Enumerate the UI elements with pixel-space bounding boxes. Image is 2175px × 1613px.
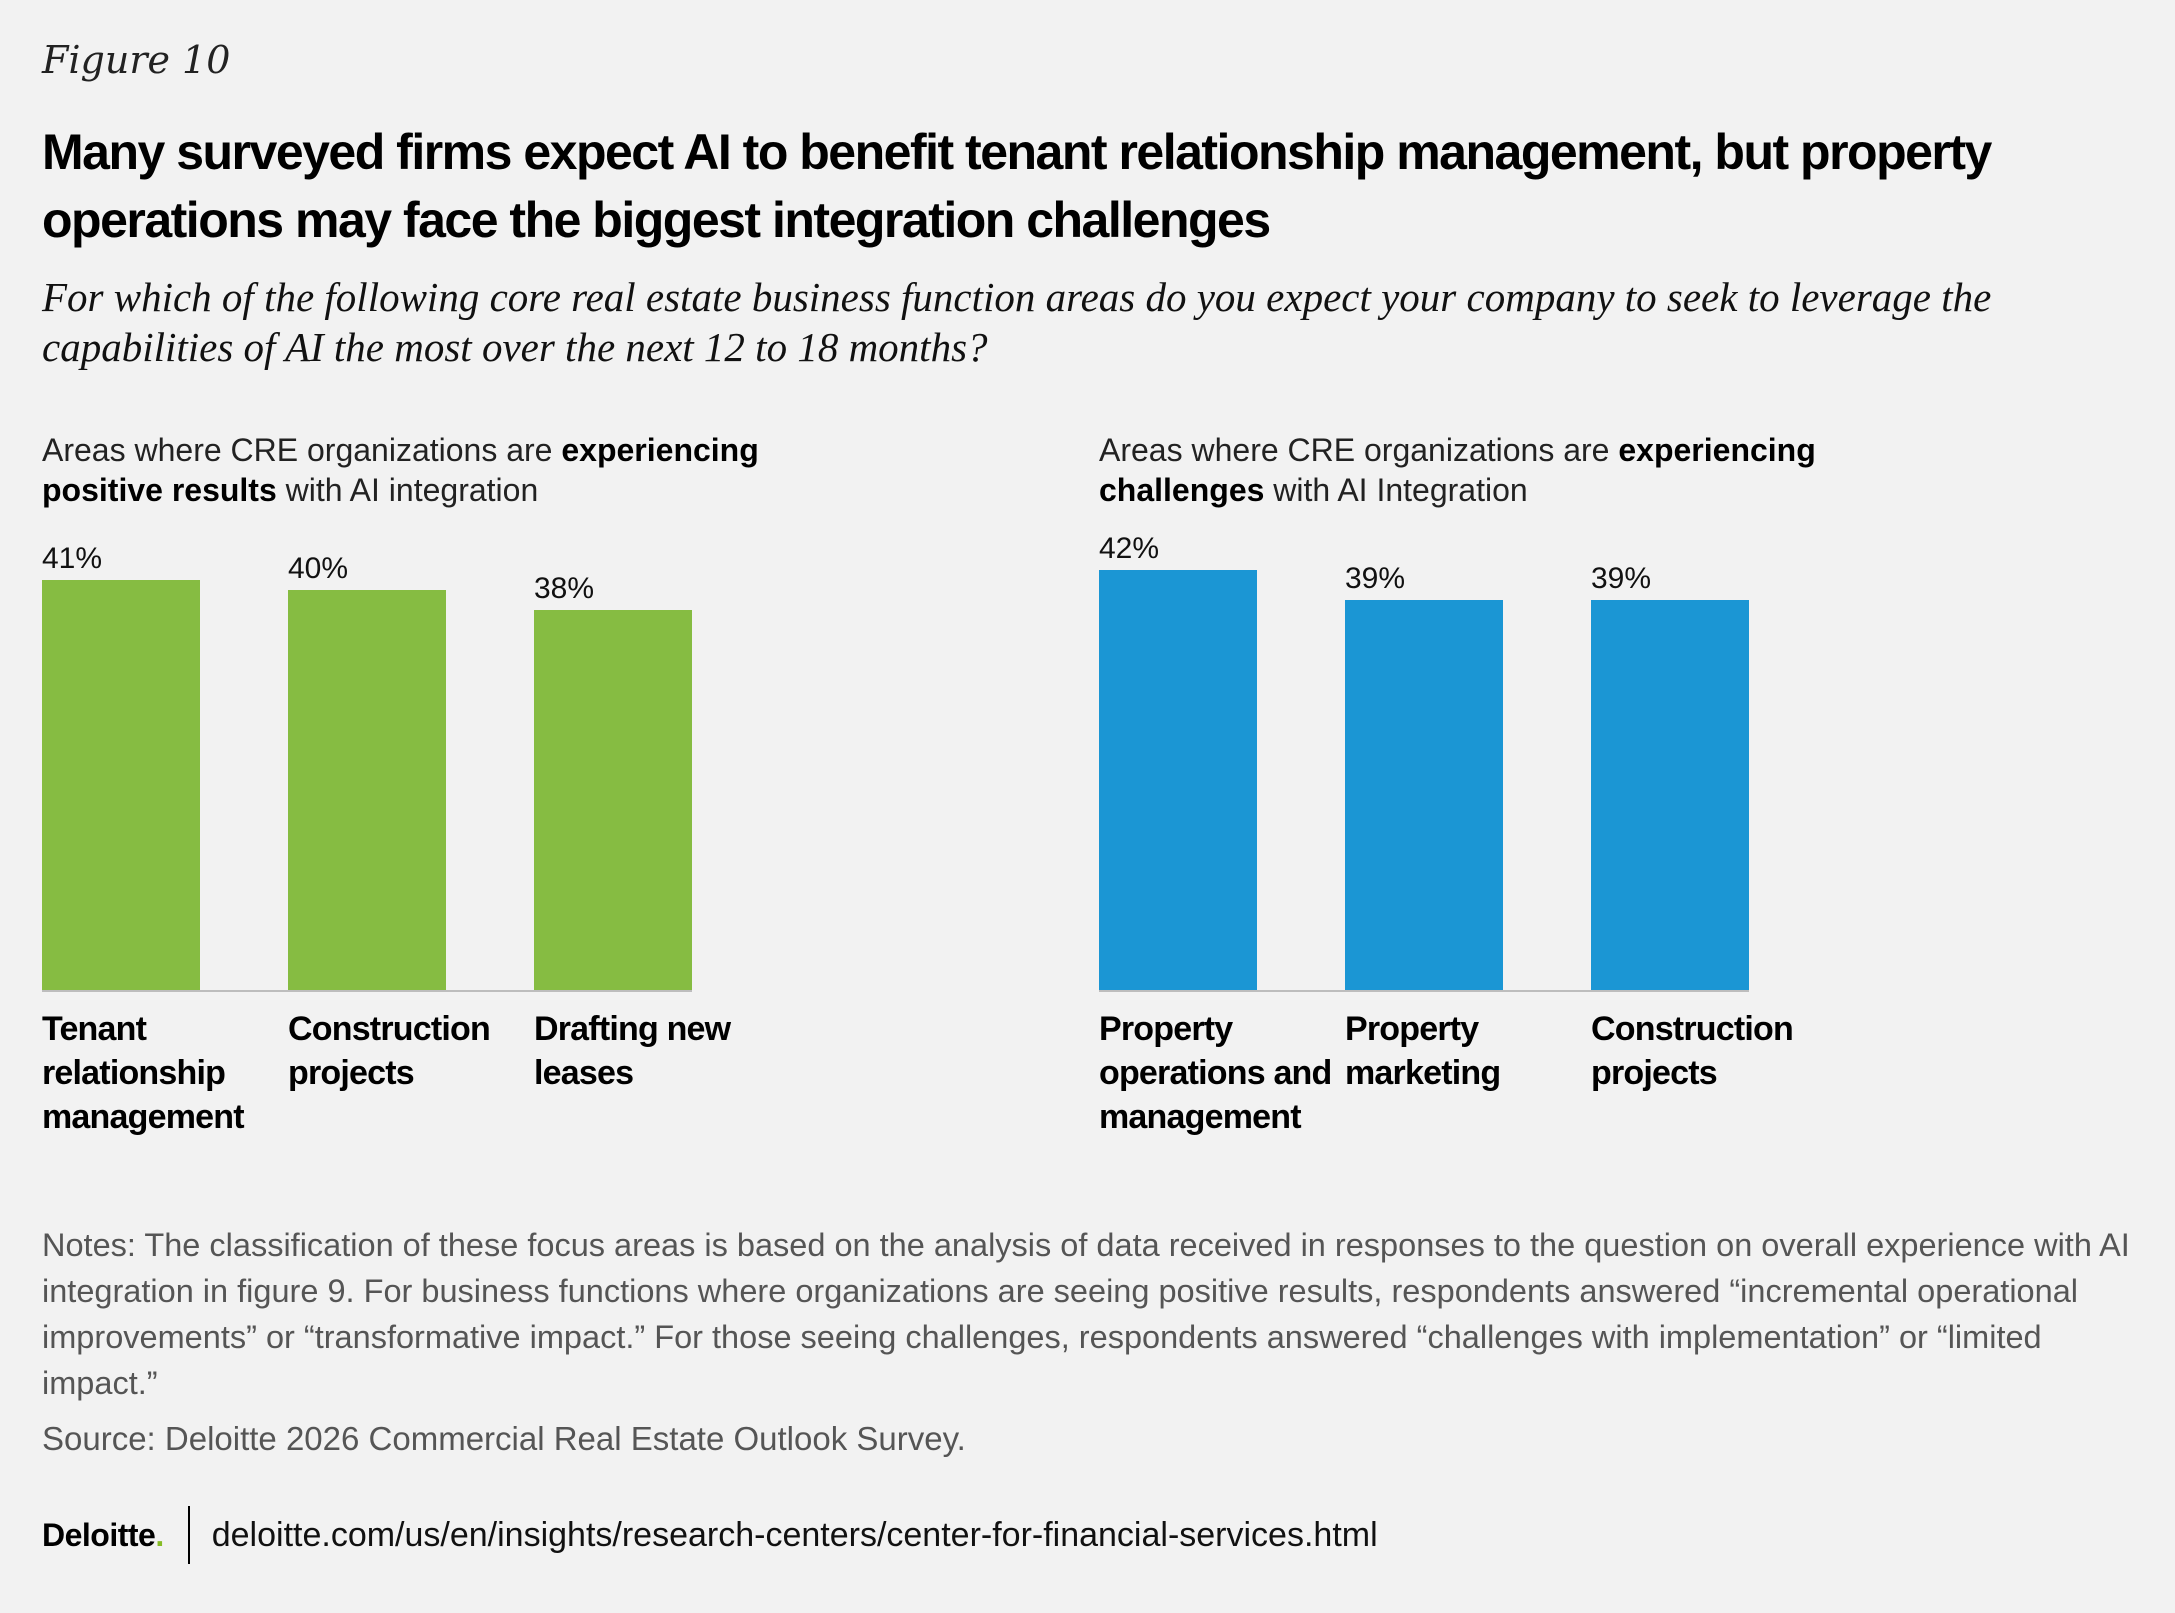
positive-results-bar-chart: 41% Tenant relationship management 40% Constr…: [42, 542, 732, 1136]
challenges-bar-chart: 42% Property operations and management 39% Pr…: [1099, 532, 1794, 1136]
bar-0-0: [42, 580, 200, 990]
value-label-1-0: 42%: [1099, 532, 1159, 565]
value-label-1-2: 39%: [1591, 562, 1651, 595]
right-chart-subtitle: Areas where CRE organizations are experi…: [1099, 432, 1816, 508]
footer-divider: [187, 1506, 190, 1564]
bar-0-1: [288, 590, 446, 990]
bar-1-2: [1591, 600, 1749, 990]
category-label-1-1: Property marketing: [1345, 1010, 1500, 1092]
chart-title: Many surveyed firms expect AI to benefit…: [42, 124, 1992, 248]
bar-1-1: [1345, 600, 1503, 990]
footer: Deloitte. deloitte.com/us/en/insights/re…: [42, 1506, 1378, 1564]
category-label-0-0: Tenant relationship management: [42, 1010, 244, 1136]
value-label-0-0: 41%: [42, 542, 102, 575]
category-label-1-0: Property operations and management: [1099, 1010, 1332, 1136]
bar-1-0: [1099, 570, 1257, 990]
bar-0-2: [534, 610, 692, 990]
category-label-0-2: Drafting new leases: [534, 1010, 732, 1092]
figure-label: Figure 10: [42, 38, 231, 82]
left-chart-subtitle: Areas where CRE organizations are experi…: [42, 432, 759, 508]
category-label-1-2: Construction projects: [1591, 1010, 1793, 1092]
chart-source: Source: Deloitte 2026 Commercial Real Es…: [42, 1420, 966, 1457]
value-label-0-2: 38%: [534, 572, 594, 605]
footer-url[interactable]: deloitte.com/us/en/insights/research-cen…: [211, 1515, 1378, 1554]
value-label-1-1: 39%: [1345, 562, 1405, 595]
survey-question: For which of the following core real est…: [42, 274, 1992, 370]
chart-notes: Notes: The classification of these focus…: [42, 1227, 2130, 1401]
deloitte-logo: Deloitte.: [42, 1516, 164, 1553]
value-label-0-1: 40%: [288, 552, 348, 585]
category-label-0-1: Construction projects: [288, 1010, 490, 1092]
